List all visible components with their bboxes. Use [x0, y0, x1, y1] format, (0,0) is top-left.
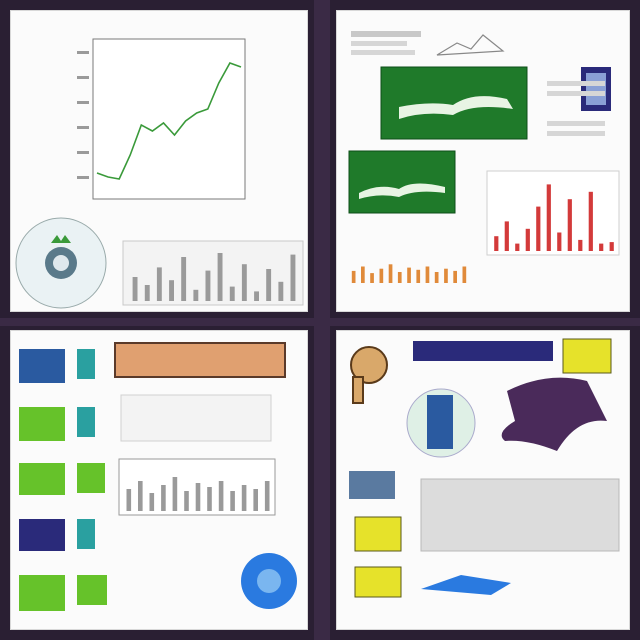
mountain-icon	[436, 34, 505, 56]
red-bar	[515, 243, 520, 251]
panel-bottom-left-canvas	[19, 342, 297, 611]
gray-chart-frame-1	[120, 394, 272, 442]
bar-chart-bar	[217, 253, 223, 301]
bar-chart-bar	[181, 257, 187, 301]
yellow-card-top	[562, 338, 612, 374]
bar-chart-bar	[193, 289, 199, 301]
bar-chart-bar	[205, 270, 211, 301]
panel-bottom-left	[10, 330, 308, 630]
gray-dashboard-frame	[420, 478, 620, 552]
bar-chart-bar	[290, 254, 296, 301]
gray-bar	[126, 489, 132, 511]
y-tick-mark	[77, 101, 89, 104]
gray-bar	[138, 481, 143, 511]
key-icon	[350, 346, 388, 404]
gray-bar	[172, 477, 178, 511]
red-bar	[525, 228, 530, 251]
bar-chart-bar	[229, 286, 235, 301]
bar-chart-bar	[169, 280, 174, 301]
orange-bar	[425, 266, 430, 283]
gray-bar	[241, 485, 247, 511]
gray-bar	[230, 491, 235, 511]
navy-banner	[413, 341, 553, 361]
panel-top-right-canvas	[348, 31, 620, 283]
orange-bar	[434, 272, 439, 283]
line-chart-frame	[92, 38, 246, 200]
gray-bar	[161, 485, 166, 511]
green-screen-small-shape	[359, 183, 445, 199]
y-tick-mark	[77, 176, 89, 179]
blue-prism-icon	[421, 575, 511, 595]
green-screen-large-shape	[399, 96, 513, 119]
yellow-card-bottom	[354, 566, 402, 598]
y-tick-mark	[77, 151, 89, 154]
orange-bar	[453, 270, 457, 283]
snowflake-gear-icon	[241, 553, 297, 609]
text-block-top-left	[351, 31, 421, 55]
fan-icon	[15, 217, 107, 309]
frame-gutter-horizontal	[0, 318, 640, 326]
gray-bar	[218, 481, 224, 511]
red-bar	[599, 243, 604, 251]
bar-chart-bar	[266, 269, 272, 301]
red-bar	[536, 206, 541, 251]
gray-bar	[184, 491, 189, 511]
panel-top-left-canvas	[15, 38, 304, 309]
y-tick-mark	[77, 51, 89, 54]
bar-chart-bar	[241, 264, 247, 301]
monitor-icon	[581, 67, 611, 111]
orange-bar	[379, 268, 384, 283]
red-bar	[504, 221, 509, 251]
bar-chart-bar	[254, 291, 259, 301]
red-bar	[609, 242, 614, 251]
bar-chart-bar	[132, 277, 138, 301]
gray-bar	[253, 489, 258, 511]
bar-chart-bar	[156, 267, 162, 301]
red-bar-chart-frame	[486, 170, 620, 256]
y-tick-mark	[77, 76, 89, 79]
red-bar	[567, 199, 572, 251]
tower-icon	[406, 388, 476, 458]
gray-bar	[149, 493, 155, 511]
blue-card	[349, 471, 395, 499]
small-bar-chart-frame	[122, 240, 304, 306]
orange-bar	[462, 266, 467, 283]
gray-bar	[264, 481, 270, 511]
green-screen-small	[348, 150, 456, 214]
card-column	[19, 349, 107, 611]
red-bar	[557, 232, 562, 251]
bar-chart-bar	[278, 281, 284, 301]
panel-top-right	[336, 10, 630, 312]
red-bar	[588, 191, 593, 251]
gray-bar	[207, 487, 212, 511]
panel-bottom-right	[336, 330, 630, 630]
red-bar	[546, 184, 551, 251]
red-bar	[578, 239, 583, 251]
bar-chart-bar	[144, 285, 150, 301]
orange-banner	[114, 342, 286, 378]
orange-bar	[388, 264, 393, 283]
text-block-right	[547, 81, 605, 136]
orange-bar	[416, 269, 421, 283]
gray-bar	[195, 483, 201, 511]
orange-bar	[444, 268, 448, 283]
orange-bar	[397, 272, 402, 283]
y-tick-mark	[77, 126, 89, 129]
panel-bottom-right-canvas	[349, 338, 620, 598]
orange-bar	[370, 273, 374, 283]
orange-bar	[361, 266, 365, 283]
orange-bar	[407, 267, 411, 283]
hand-icon	[501, 377, 607, 451]
panel-top-left	[10, 10, 308, 312]
yellow-card-middle	[354, 516, 402, 552]
orange-bar	[351, 270, 356, 283]
red-bar	[494, 236, 499, 251]
line-chart-series	[96, 62, 242, 180]
